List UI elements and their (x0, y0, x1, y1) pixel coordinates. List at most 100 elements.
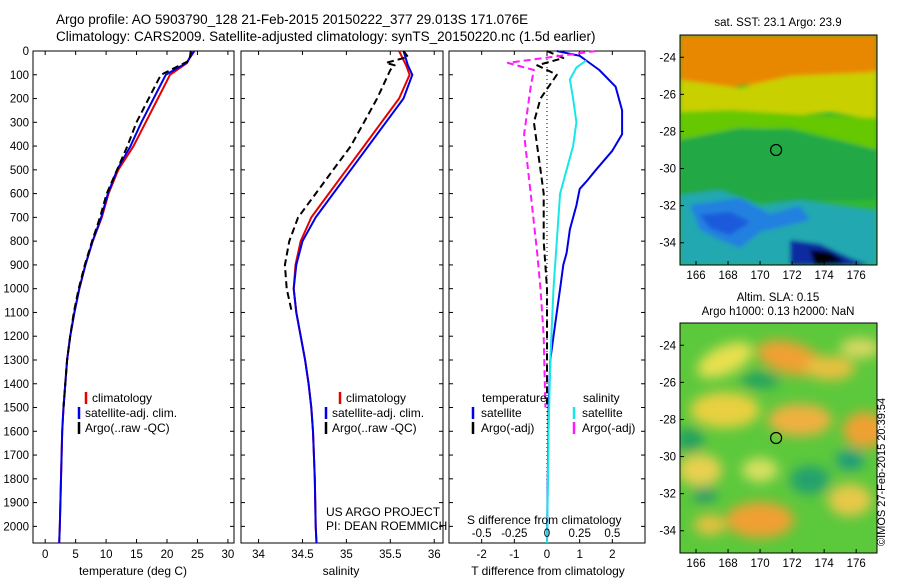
title-line-1: Argo profile: AO 5903790_128 21-Feb-2015… (56, 12, 529, 27)
s-difference-axis-title: S difference from climatology (467, 513, 622, 527)
argo-raw-qc-line (283, 50, 409, 313)
map-lon-label: 172 (783, 270, 802, 282)
map-lon-label: 170 (750, 270, 769, 282)
temperature-panel-frame (32, 50, 235, 544)
map-lon-label: 174 (815, 558, 835, 570)
sst-map-frame (679, 34, 878, 266)
map-lat-label: -32 (659, 489, 676, 501)
legend-label-temp-satellite: satellite (481, 406, 522, 420)
imos-timestamp: ©IMOS 27-Feb-2015 20:39:54 (876, 397, 888, 546)
x-tick-label: 30 (222, 549, 235, 561)
climatology-line (58, 50, 194, 544)
temperature-argo-adj-line (532, 50, 565, 408)
depth-tick-label: 1300 (3, 355, 29, 367)
map-lon-label: 170 (750, 558, 769, 570)
sst-map-field (680, 35, 877, 265)
legend-title-salinity: salinity (583, 391, 620, 405)
legend-label-sal-satellite: satellite (582, 406, 623, 420)
map-lat-label: -32 (659, 201, 676, 213)
depth-tick-label: 1800 (3, 474, 29, 486)
salinity-legend: climatology satellite-adj. clim. Argo(..… (324, 391, 424, 435)
x-tick-label: 1 (576, 549, 582, 561)
argo-location-marker (769, 431, 783, 445)
depth-tick-label: 1400 (3, 379, 29, 391)
t-difference-axis-title: T difference from climatology (471, 564, 625, 578)
map-lat-label: -34 (659, 238, 676, 250)
x-tick-label: -2 (477, 549, 487, 561)
salinity-satellite-line (546, 59, 587, 544)
legend-label-temp-argo: Argo(-adj) (481, 421, 534, 435)
depth-tick-label: 900 (10, 260, 29, 272)
depth-tick-label: 1700 (3, 450, 29, 462)
x-tick-label: 36 (428, 549, 441, 561)
map-lon-label: 168 (718, 558, 737, 570)
depth-tick-label: 800 (10, 236, 29, 248)
sla-map-title-1: Altim. SLA: 0.15 (737, 292, 819, 304)
sst-map-title: sat. SST: 23.1 Argo: 23.9 (714, 17, 841, 29)
map-lon-label: 166 (686, 558, 705, 570)
x-tick-label: -1 (509, 549, 519, 561)
legend-label-sal-argo: Argo(-adj) (582, 421, 635, 435)
map-lat-label: -34 (659, 526, 676, 538)
map-lat-label: -24 (659, 52, 676, 64)
title-line-2: Climatology: CARS2009. Satellite-adjuste… (56, 29, 596, 44)
s-tick-label: -0.5 (472, 528, 492, 540)
depth-tick-label: 100 (10, 70, 29, 82)
map-lat-label: -28 (659, 126, 676, 138)
depth-tick-label: 1500 (3, 403, 29, 415)
legend-title-temperature: temperature (482, 391, 547, 405)
map-lat-label: -30 (659, 164, 676, 176)
map-lon-label: 176 (847, 270, 866, 282)
salinity-axis-title: salinity (323, 564, 360, 578)
map-lon-label: 172 (783, 558, 802, 570)
x-tick-label: 34.5 (291, 549, 313, 561)
depth-tick-label: 300 (10, 117, 29, 129)
legend-label-climatology: climatology (92, 391, 152, 405)
map-lon-label: 176 (847, 558, 866, 570)
x-tick-label: 10 (100, 549, 113, 561)
legend-label-satellite: satellite-adj. clim. (332, 406, 424, 420)
legend-label-satellite: satellite-adj. clim. (85, 406, 177, 420)
x-tick-label: 35 (340, 549, 353, 561)
x-tick-label: 25 (191, 549, 204, 561)
climatology-line (292, 50, 411, 544)
s-tick-label: 0 (544, 528, 550, 540)
legend-label-argo: Argo(..raw -QC) (332, 421, 417, 435)
depth-tick-label: 0 (23, 46, 29, 58)
depth-tick-label: 1100 (4, 307, 29, 319)
argo-raw-qc-line (62, 50, 192, 408)
x-tick-label: 34 (252, 549, 265, 561)
x-tick-label: 5 (72, 549, 78, 561)
sat-sst-map: 166 168 170 172 174 176 -24 -26 -28 -30 -32 -34 sat… (659, 17, 878, 282)
depth-tick-label: 400 (10, 141, 29, 153)
x-tick-label: 15 (130, 549, 143, 561)
salinity-panel-frame (240, 50, 444, 544)
map-lat-label: -30 (659, 452, 676, 464)
depth-tick-label: 1900 (3, 498, 29, 510)
depth-tick-label: 1200 (3, 331, 29, 343)
x-tick-label: 20 (161, 549, 174, 561)
depth-tick-label: 200 (10, 94, 29, 106)
sla-map-title-2: Argo h1000: 0.13 h2000: NaN (702, 306, 855, 318)
salinity-argo-adj-line (506, 50, 597, 408)
temperature-axis-title: temperature (deg C) (79, 564, 187, 578)
project-label: US ARGO PROJECT (326, 505, 441, 519)
x-tick-label: 0 (42, 549, 48, 561)
x-tick-label: 2 (609, 549, 615, 561)
map-lat-label: -28 (659, 414, 676, 426)
pi-label: PI: DEAN ROEMMICH (326, 519, 447, 533)
map-lat-label: -24 (659, 340, 676, 352)
sla-map: 166 168 170 172 174 176 -24 -26 -28 -30 -32 -34 Alt… (659, 292, 878, 570)
depth-tick-label: 500 (10, 165, 29, 177)
depth-tick-label: 2000 (3, 521, 29, 533)
argo-location-marker (769, 143, 783, 157)
depth-tick-label: 1600 (3, 426, 29, 438)
satellite-adj-clim-line (292, 50, 414, 544)
depth-tick-label: 700 (10, 212, 29, 224)
s-tick-label: 0.25 (568, 528, 590, 540)
depth-tick-label: 600 (10, 189, 29, 201)
map-lat-label: -26 (659, 89, 676, 101)
sla-map-field (680, 338, 877, 538)
temperature-legend: climatology satellite-adj. clim. Argo(..… (77, 391, 177, 435)
